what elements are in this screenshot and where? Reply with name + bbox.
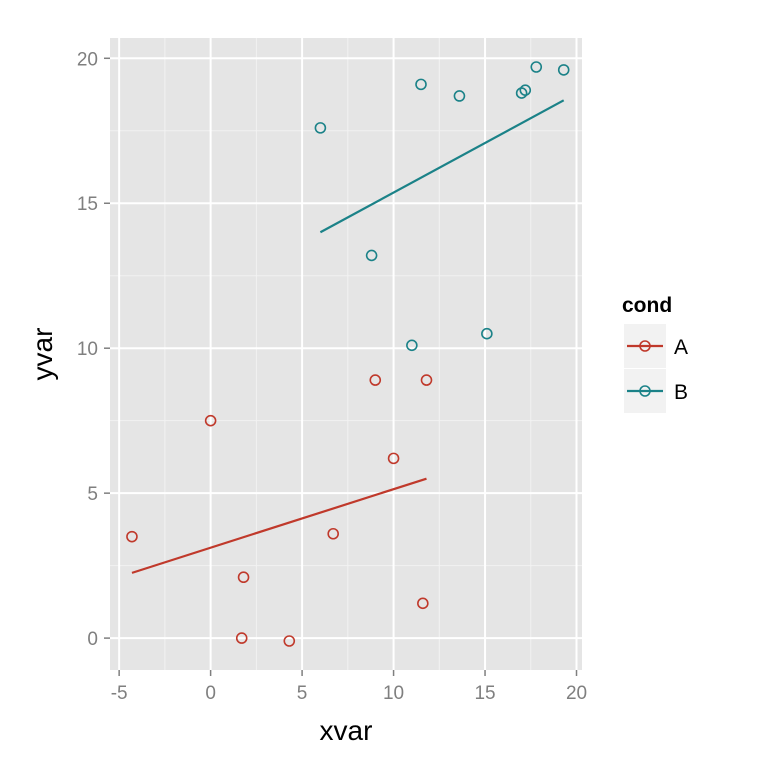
data-point-B: [557, 64, 570, 76]
data-point-A: [204, 414, 217, 427]
data-point-B: [365, 249, 378, 262]
panel-background: [110, 38, 582, 670]
data-point-A: [237, 571, 250, 584]
major-grid: [110, 38, 582, 670]
data-point-A: [387, 452, 400, 465]
y-axis: 0 5 10 15 20: [77, 49, 110, 650]
x-tick-label: 20: [566, 683, 587, 704]
fit-lines: [131, 99, 565, 574]
legend-title: cond: [622, 294, 672, 317]
x-tick-label: -5: [111, 683, 128, 704]
fit-line-B: [319, 99, 565, 234]
y-tick-label: 5: [87, 484, 98, 505]
legend-label-A: A: [674, 336, 688, 359]
legend-point-B: [639, 385, 651, 397]
data-point-B: [415, 78, 427, 91]
legend-label-B: B: [674, 381, 688, 404]
y-tick-label: 10: [77, 339, 98, 360]
y-tick-label: 0: [87, 629, 98, 650]
data-point-B: [314, 122, 327, 134]
legend-point-A: [639, 340, 651, 352]
data-point-B: [481, 327, 493, 340]
data-point-A: [126, 530, 138, 543]
x-axis: -5 0 5 10 15 20: [111, 670, 587, 704]
y-tick-label: 15: [77, 194, 98, 215]
x-tick-label: 0: [205, 683, 216, 704]
data-points: [126, 61, 570, 647]
y-axis-title: yvar: [27, 328, 58, 381]
data-point-A: [283, 635, 296, 647]
data-point-A: [417, 597, 429, 610]
x-tick-label: 10: [383, 683, 404, 704]
data-point-A: [235, 632, 248, 644]
data-point-A: [369, 374, 382, 386]
minor-grid: [110, 38, 582, 670]
x-axis-title: xvar: [320, 715, 373, 746]
data-point-B: [406, 339, 418, 352]
data-point-B: [519, 84, 532, 96]
x-tick-label: 5: [297, 683, 308, 704]
fit-line-A: [131, 477, 427, 574]
data-point-B: [530, 61, 543, 73]
data-point-A: [327, 527, 339, 540]
y-tick-label: 20: [77, 49, 98, 70]
x-tick-label: 15: [474, 683, 495, 704]
data-point-A: [420, 374, 433, 386]
data-point-B: [453, 90, 466, 102]
legend: cond AB: [622, 294, 688, 413]
